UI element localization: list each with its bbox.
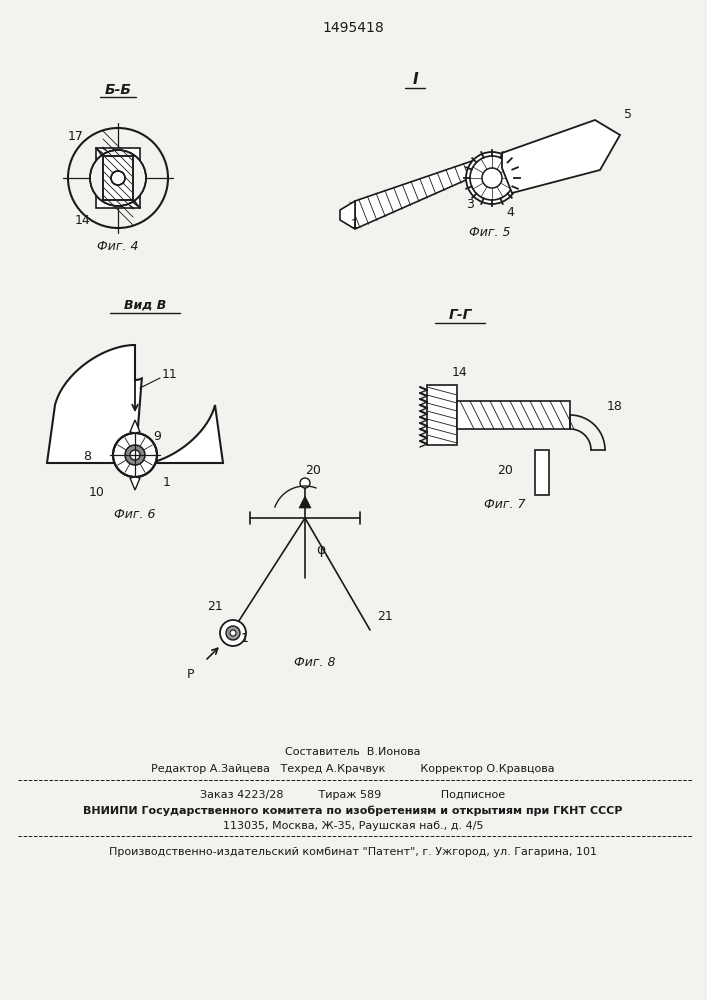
Text: Б-Б: Б-Б (105, 83, 132, 97)
Bar (457, 401, 570, 429)
Text: 5: 5 (624, 108, 632, 121)
Bar (535, 450, 549, 495)
Circle shape (113, 433, 157, 477)
Polygon shape (103, 156, 133, 200)
Text: Фиг. 5: Фиг. 5 (469, 226, 510, 238)
Text: Фиг. 7: Фиг. 7 (484, 498, 526, 512)
Text: 18: 18 (607, 400, 623, 414)
Text: Вид В: Вид В (124, 298, 166, 312)
Text: Производственно-издательский комбинат "Патент", г. Ужгород, ул. Гагарина, 101: Производственно-издательский комбинат "П… (109, 847, 597, 857)
Text: 4: 4 (506, 207, 514, 220)
Text: 20: 20 (305, 464, 321, 477)
Circle shape (125, 445, 145, 465)
Polygon shape (355, 160, 475, 229)
Text: Заказ 4223/28          Тираж 589                 Подписное: Заказ 4223/28 Тираж 589 Подписное (201, 790, 506, 800)
Text: 14: 14 (452, 366, 468, 379)
Text: 11: 11 (162, 368, 178, 381)
Circle shape (130, 450, 140, 460)
Text: Фиг. 6: Фиг. 6 (115, 508, 156, 522)
Text: φ: φ (317, 543, 325, 557)
Text: Фиг. 4: Фиг. 4 (98, 239, 139, 252)
Text: Редактор А.Зайцева   Техред А.Крачвук          Корректор О.Кравцова: Редактор А.Зайцева Техред А.Крачвук Корр… (151, 764, 555, 774)
Text: 1: 1 (163, 477, 171, 489)
Text: 21: 21 (377, 609, 393, 622)
Text: ВНИИПИ Государственного комитета по изобретениям и открытиям при ГКНТ СССР: ВНИИПИ Государственного комитета по изоб… (83, 806, 623, 816)
Text: 8: 8 (83, 450, 91, 464)
Circle shape (90, 150, 146, 206)
Text: 113035, Москва, Ж-35, Раушская наб., д. 4/5: 113035, Москва, Ж-35, Раушская наб., д. … (223, 821, 484, 831)
Text: 10: 10 (89, 487, 105, 499)
Circle shape (230, 630, 236, 636)
Circle shape (466, 152, 518, 204)
Polygon shape (502, 120, 620, 193)
Polygon shape (130, 477, 140, 490)
Bar (427, 385, 457, 445)
Polygon shape (96, 148, 140, 208)
Text: 1495418: 1495418 (322, 21, 384, 35)
Text: 14: 14 (75, 214, 91, 227)
Text: I: I (412, 73, 418, 88)
Text: Г-Г: Г-Г (448, 308, 472, 322)
Polygon shape (340, 201, 355, 229)
Text: 21: 21 (207, 599, 223, 612)
Text: 9: 9 (153, 430, 161, 444)
Text: 20: 20 (497, 464, 513, 477)
Polygon shape (130, 420, 140, 433)
Text: 1: 1 (351, 219, 359, 232)
Text: P: P (187, 668, 194, 682)
Circle shape (300, 478, 310, 488)
Text: Фиг. 8: Фиг. 8 (294, 656, 336, 670)
Text: 17: 17 (68, 129, 84, 142)
Polygon shape (299, 496, 311, 508)
Text: 1: 1 (241, 632, 249, 645)
Circle shape (226, 626, 240, 640)
Text: 3: 3 (466, 198, 474, 212)
Circle shape (470, 156, 514, 200)
Circle shape (482, 168, 502, 188)
Polygon shape (47, 345, 223, 465)
Circle shape (111, 171, 125, 185)
Text: Составитель  В.Ионова: Составитель В.Ионова (285, 747, 421, 757)
Circle shape (220, 620, 246, 646)
